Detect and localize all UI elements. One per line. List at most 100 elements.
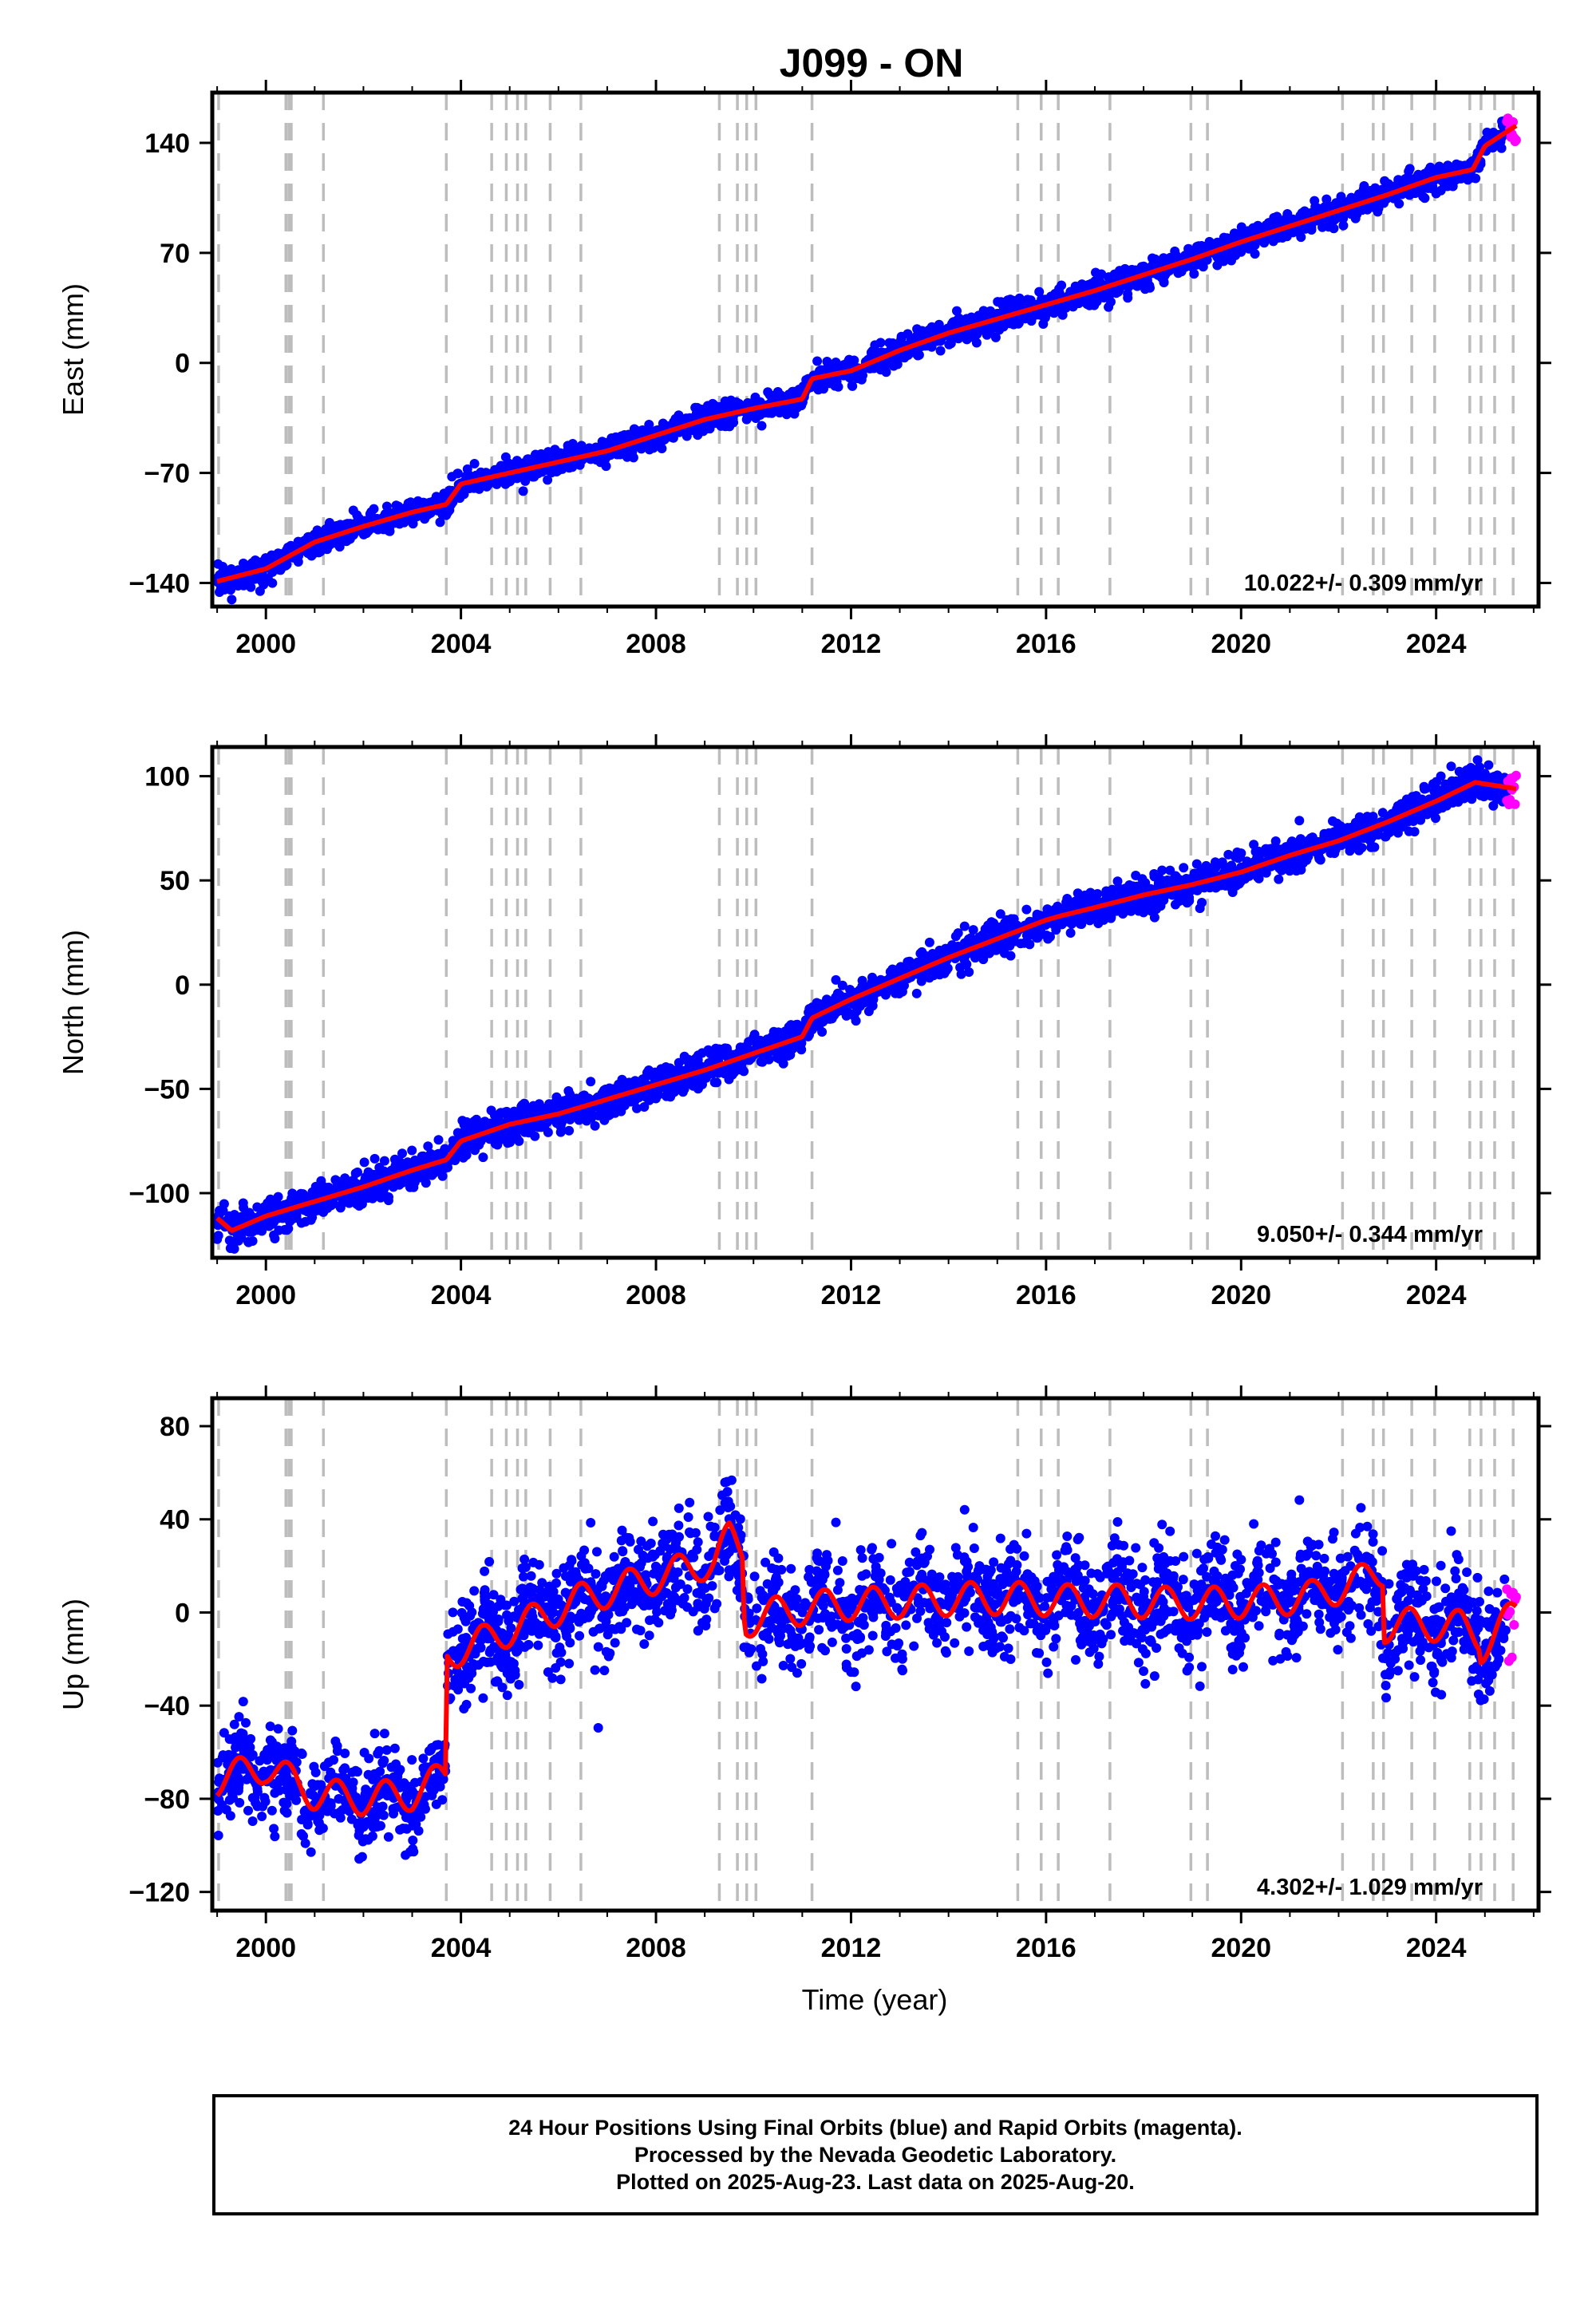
data-point bbox=[1346, 192, 1357, 203]
y-tick-label: 140 bbox=[144, 128, 190, 159]
x-tick-label: 2004 bbox=[431, 629, 492, 659]
data-point bbox=[847, 356, 857, 366]
data-point bbox=[1420, 193, 1430, 204]
data-point bbox=[1135, 881, 1144, 891]
data-point bbox=[726, 395, 736, 405]
data-point bbox=[454, 1128, 464, 1139]
data-point bbox=[909, 347, 919, 358]
data-point bbox=[1089, 300, 1100, 310]
data-point bbox=[423, 1141, 433, 1152]
data-point bbox=[944, 339, 954, 350]
data-point bbox=[612, 449, 622, 460]
data-point bbox=[1338, 220, 1349, 231]
data-point bbox=[576, 441, 587, 451]
data-point bbox=[1161, 268, 1171, 279]
data-point bbox=[1428, 779, 1438, 789]
data-point bbox=[1423, 183, 1433, 193]
data-point bbox=[273, 1192, 283, 1202]
data-point bbox=[384, 526, 394, 536]
data-point bbox=[1285, 866, 1295, 876]
data-point bbox=[1443, 160, 1453, 171]
data-point bbox=[1414, 184, 1424, 195]
data-point bbox=[968, 925, 978, 935]
data-point bbox=[1432, 786, 1442, 796]
data-point bbox=[502, 1106, 512, 1117]
data-point bbox=[972, 329, 982, 339]
data-point bbox=[1476, 790, 1486, 800]
data-point bbox=[812, 356, 823, 366]
data-point bbox=[599, 1085, 610, 1096]
data-point bbox=[959, 921, 970, 931]
data-point bbox=[316, 1176, 326, 1186]
data-point bbox=[993, 297, 1003, 307]
data-point bbox=[1104, 302, 1114, 312]
data-point bbox=[472, 1114, 481, 1124]
data-point bbox=[422, 510, 433, 520]
data-point bbox=[639, 1102, 650, 1112]
data-point bbox=[1261, 868, 1271, 878]
data-point bbox=[1436, 771, 1446, 781]
data-point bbox=[953, 928, 963, 939]
data-point bbox=[977, 932, 987, 943]
data-point bbox=[952, 306, 962, 316]
x-tick-label: 2008 bbox=[626, 629, 686, 659]
data-point bbox=[425, 1148, 436, 1159]
data-point bbox=[767, 408, 777, 418]
data-point bbox=[1294, 816, 1305, 826]
data-point bbox=[435, 517, 445, 528]
data-point bbox=[742, 412, 753, 422]
data-point bbox=[1274, 874, 1284, 884]
data-point bbox=[837, 980, 847, 990]
data-point bbox=[462, 464, 472, 474]
data-point bbox=[712, 1077, 722, 1088]
x-tick-label: 2024 bbox=[1406, 629, 1467, 659]
data-point bbox=[986, 306, 996, 316]
data-point bbox=[308, 1188, 318, 1199]
data-point bbox=[534, 456, 544, 466]
data-point bbox=[1191, 859, 1202, 869]
data-point bbox=[688, 425, 698, 436]
model-line bbox=[216, 123, 1518, 584]
plot-frame bbox=[210, 90, 1541, 609]
data-point bbox=[1165, 865, 1175, 875]
data-point bbox=[903, 957, 913, 967]
data-point bbox=[1488, 800, 1499, 811]
data-point bbox=[1073, 888, 1083, 899]
data-point bbox=[1091, 267, 1100, 278]
data-point bbox=[384, 1192, 393, 1202]
data-point bbox=[622, 450, 633, 460]
data-point bbox=[1077, 279, 1087, 290]
data-point bbox=[994, 325, 1005, 335]
data-point bbox=[379, 1156, 389, 1166]
data-point bbox=[962, 334, 972, 345]
data-point bbox=[543, 475, 553, 485]
x-tick-label: 2000 bbox=[235, 629, 296, 659]
data-point bbox=[286, 1193, 297, 1203]
data-point bbox=[1057, 280, 1067, 290]
data-point bbox=[243, 575, 253, 586]
data-point bbox=[1250, 249, 1260, 259]
data-point bbox=[459, 489, 469, 500]
data-point bbox=[1306, 225, 1317, 235]
data-point bbox=[1457, 769, 1468, 780]
data-point bbox=[894, 989, 904, 998]
data-point bbox=[478, 1152, 488, 1163]
data-point bbox=[1119, 265, 1129, 275]
data-point bbox=[476, 467, 486, 477]
data-point bbox=[1244, 871, 1254, 881]
data-point bbox=[867, 991, 877, 1002]
data-point bbox=[236, 1232, 247, 1243]
data-point bbox=[778, 1058, 788, 1069]
data-point bbox=[982, 330, 992, 340]
data-point bbox=[595, 457, 606, 468]
data-point bbox=[964, 967, 974, 977]
data-point bbox=[359, 1157, 369, 1168]
data-point bbox=[1296, 864, 1306, 875]
data-point bbox=[751, 413, 761, 423]
y-axis-label: East (mm) bbox=[57, 283, 89, 416]
data-point bbox=[365, 509, 375, 519]
data-point bbox=[845, 985, 855, 994]
data-point bbox=[425, 497, 435, 508]
data-point bbox=[1080, 294, 1089, 305]
